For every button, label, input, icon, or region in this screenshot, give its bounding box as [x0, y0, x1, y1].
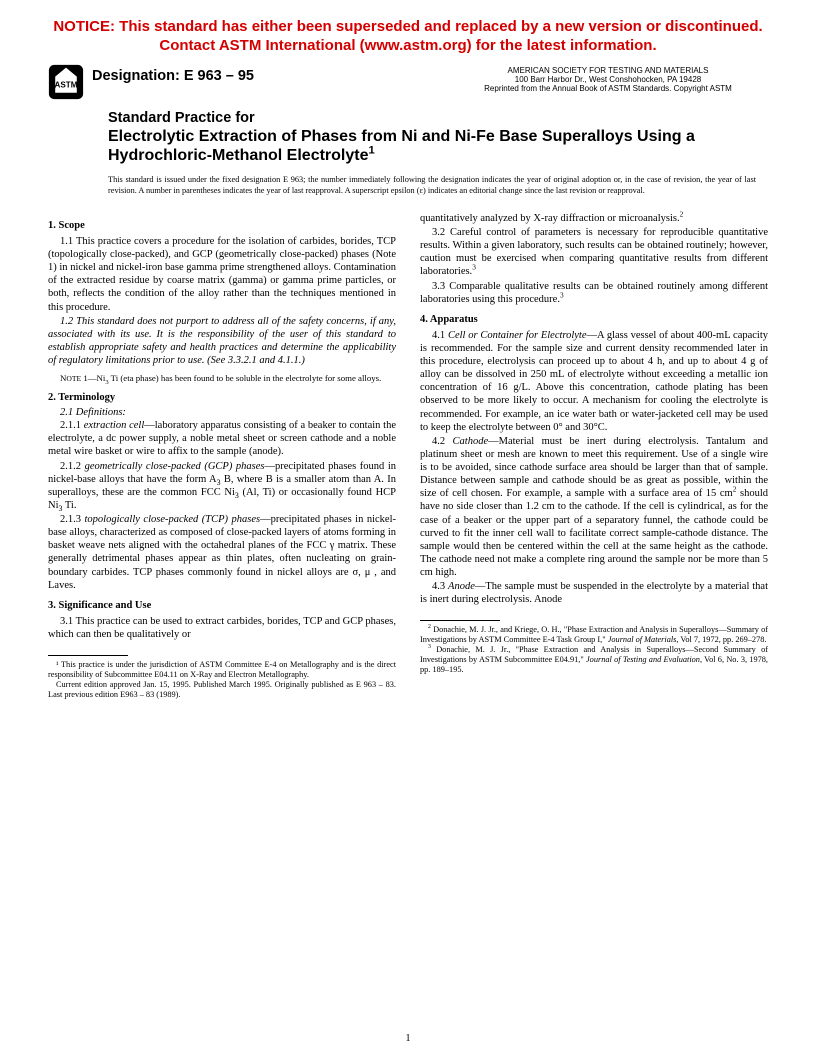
- section-3-head: 3. Significance and Use: [48, 600, 396, 611]
- footnote-1a: ¹ This practice is under the jurisdictio…: [48, 660, 396, 680]
- footnote-2: 2 Donachie, M. J. Jr., and Kriege, O. H.…: [420, 625, 768, 645]
- para-2-1-3: 2.1.3 topologically close-packed (TCP) p…: [48, 513, 396, 592]
- footnote-separator-left: [48, 655, 128, 656]
- para-4-3: 4.3 Anode—The sample must be suspended i…: [420, 580, 768, 606]
- footnote-1b: Current edition approved Jan. 15, 1995. …: [48, 680, 396, 700]
- notice-line2: Contact ASTM International (www.astm.org…: [159, 37, 656, 54]
- page-number: 1: [405, 1033, 410, 1044]
- content-columns: 1. Scope 1.1 This practice covers a proc…: [48, 212, 768, 700]
- org-line3: Reprinted from the Annual Book of ASTM S…: [484, 84, 732, 93]
- title-main: Electrolytic Extraction of Phases from N…: [108, 127, 768, 165]
- para-4-1: 4.1 Cell or Container for Electrolyte—A …: [420, 329, 768, 434]
- para-4-2: 4.2 Cathode—Material must be inert durin…: [420, 435, 768, 579]
- para-2-1-1: 2.1.1 extraction cell—laboratory apparat…: [48, 419, 396, 458]
- footnote-separator-right: [420, 620, 500, 621]
- para-3-2: 3.2 Careful control of parameters is nec…: [420, 226, 768, 279]
- designation: Designation: E 963 – 95: [92, 64, 254, 84]
- title-prefix: Standard Practice for: [108, 110, 768, 127]
- org-line1: AMERICAN SOCIETY FOR TESTING AND MATERIA…: [508, 66, 709, 75]
- note-1: NOTE 1—Ni3 Ti (eta phase) has been found…: [48, 373, 396, 384]
- para-1-1: 1.1 This practice covers a procedure for…: [48, 235, 396, 314]
- section-2-head: 2. Terminology: [48, 392, 396, 403]
- astm-logo-icon: ASTM: [48, 64, 84, 100]
- notice-line1: NOTICE: This standard has either been su…: [53, 18, 762, 35]
- para-2-1-2: 2.1.2 geometrically close-packed (GCP) p…: [48, 460, 396, 513]
- header-row: ASTM Designation: E 963 – 95 AMERICAN SO…: [48, 64, 768, 100]
- right-column: quantitatively analyzed by X-ray diffrac…: [420, 212, 768, 700]
- notice-banner: NOTICE: This standard has either been su…: [48, 18, 768, 56]
- org-line2: 100 Barr Harbor Dr., West Conshohocken, …: [515, 75, 701, 84]
- section-4-head: 4. Apparatus: [420, 314, 768, 325]
- left-column: 1. Scope 1.1 This practice covers a proc…: [48, 212, 396, 700]
- standard-issue-note: This standard is issued under the fixed …: [108, 175, 768, 196]
- footnote-3: 3 Donachie, M. J. Jr., "Phase Extraction…: [420, 645, 768, 675]
- para-3-1: 3.1 This practice can be used to extract…: [48, 615, 396, 641]
- para-3-3: 3.3 Comparable qualitative results can b…: [420, 280, 768, 306]
- section-1-head: 1. Scope: [48, 220, 396, 231]
- sub-2-1: 2.1 Definitions:: [48, 407, 396, 418]
- para-1-2: 1.2 This standard does not purport to ad…: [48, 315, 396, 368]
- org-info: AMERICAN SOCIETY FOR TESTING AND MATERIA…: [448, 64, 768, 94]
- title-block: Standard Practice for Electrolytic Extra…: [108, 110, 768, 166]
- svg-text:ASTM: ASTM: [55, 80, 78, 89]
- para-3-1-cont: quantitatively analyzed by X-ray diffrac…: [420, 212, 768, 225]
